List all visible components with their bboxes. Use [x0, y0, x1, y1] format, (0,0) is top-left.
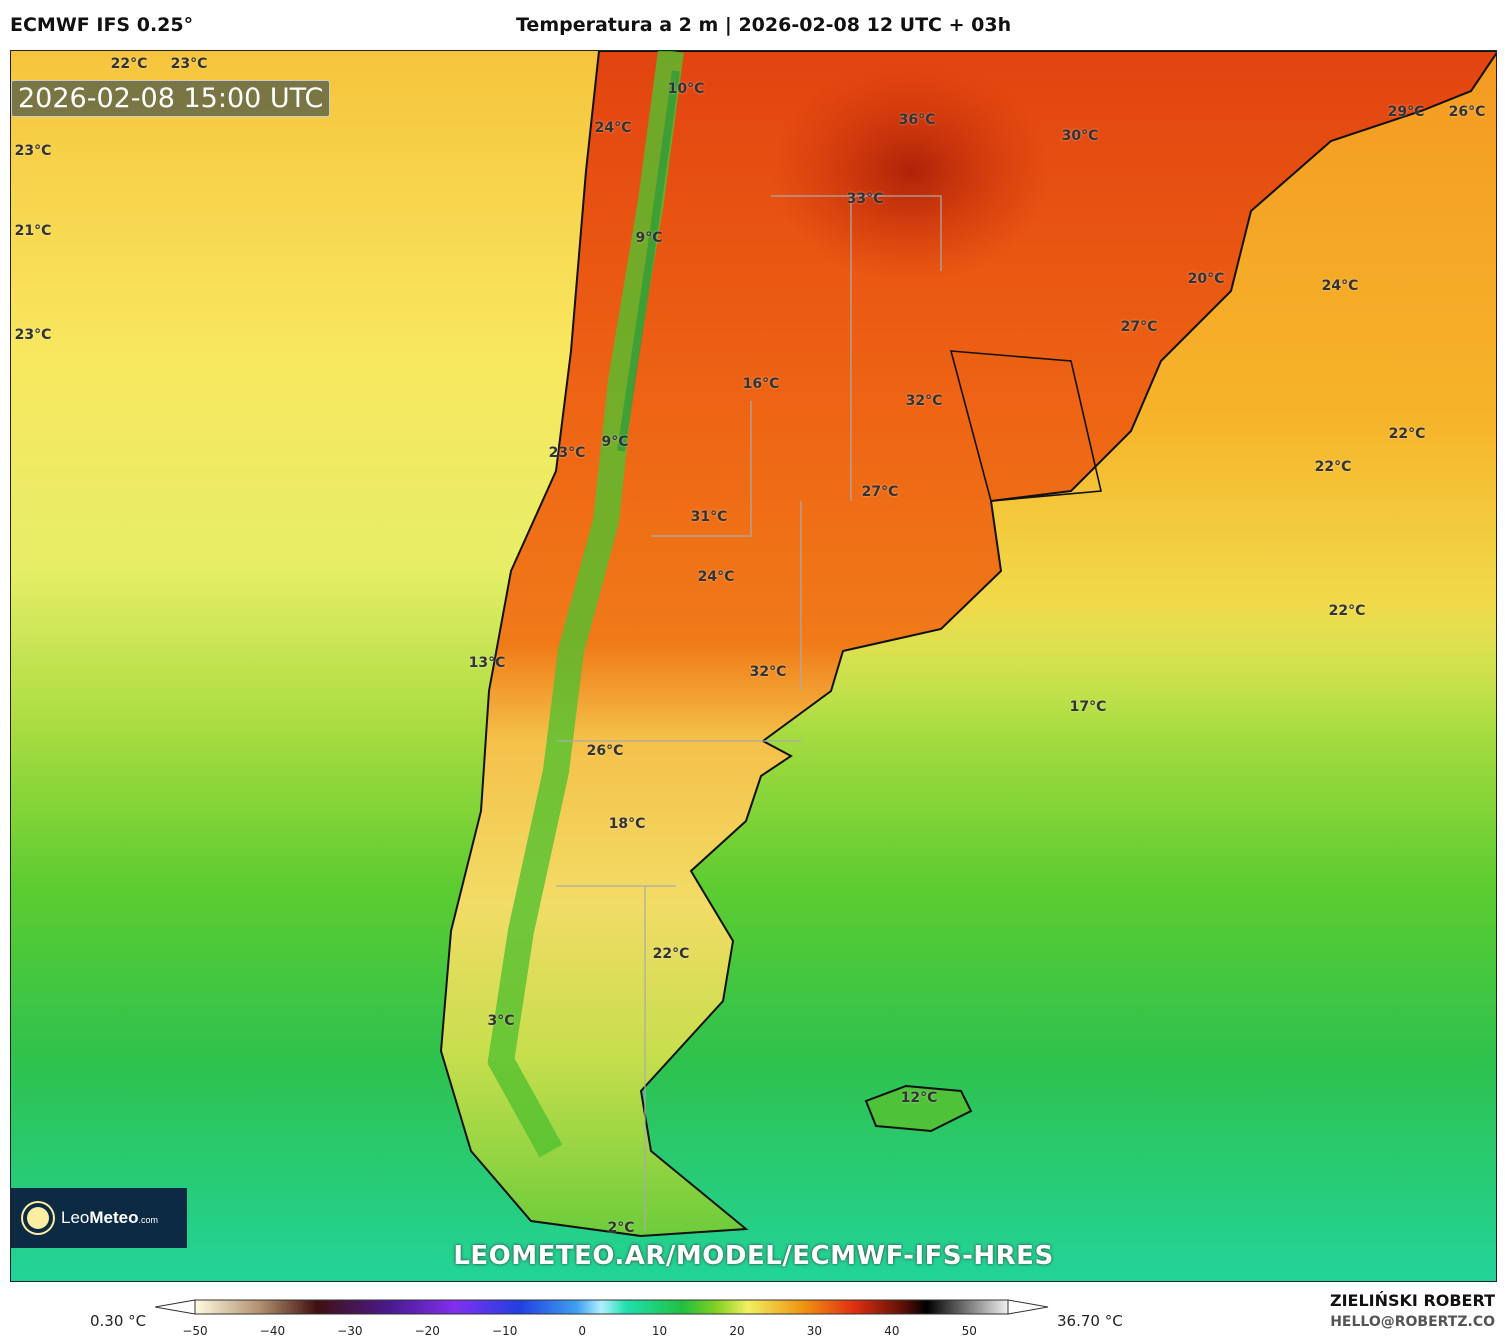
temperature-label: 27°C [861, 484, 899, 500]
temperature-label: 32°C [749, 664, 787, 680]
sun-icon [27, 1207, 49, 1229]
temperature-label: 22°C [1314, 459, 1352, 475]
temperature-label: 9°C [601, 434, 629, 450]
temperature-label: 13°C [468, 655, 506, 671]
temperature-label: 24°C [594, 120, 632, 136]
colorbar-tick: −20 [414, 1324, 440, 1338]
colorbar-tick: −50 [182, 1324, 208, 1338]
temperature-label: 29°C [1387, 104, 1425, 120]
temperature-label: 22°C [110, 56, 148, 72]
continent-landmass [439, 51, 1496, 1238]
colorbar-max-label: 36.70 °C [1057, 1312, 1123, 1330]
colorbar-min-label: 0.30 °C [90, 1312, 147, 1330]
temperature-label: 23°C [170, 56, 208, 72]
map-title: Temperatura a 2 m | 2026-02-08 12 UTC + … [516, 14, 1012, 36]
temperature-label: 33°C [846, 191, 884, 207]
temperature-label: 22°C [1388, 426, 1426, 442]
temperature-label: 21°C [14, 223, 52, 239]
colorbar-tick: 10 [651, 1324, 668, 1338]
temperature-label: 24°C [1321, 278, 1359, 294]
andes-cold-strip [487, 51, 684, 1158]
colorbar-tick: 50 [961, 1324, 977, 1338]
temperature-label: 3°C [487, 1013, 515, 1029]
valid-time-badge: 2026-02-08 15:00 UTC [11, 80, 331, 117]
temperature-label: 23°C [14, 327, 52, 343]
colorbar-tick: −30 [337, 1324, 363, 1338]
colorbar [155, 1299, 1049, 1315]
temperature-label: 23°C [548, 445, 586, 461]
logo-text: LeoMeteo.com [61, 1208, 159, 1227]
temperature-label: 17°C [1069, 699, 1107, 715]
temperature-label: 22°C [1328, 603, 1366, 619]
temperature-label: 31°C [690, 509, 728, 525]
colorbar-tick: −10 [492, 1324, 518, 1338]
temperature-label: 10°C [667, 81, 705, 97]
temperature-label: 18°C [608, 816, 646, 832]
colorbar-tick: −40 [259, 1324, 286, 1338]
temperature-label: 36°C [898, 112, 936, 128]
temperature-label: 30°C [1061, 128, 1099, 144]
province-borders [556, 195, 1102, 1231]
temperature-map[interactable]: 2026-02-08 15:00 UTC 22°C 23°C 10°C 24°C 36°… [10, 50, 1497, 1282]
temperature-label: 20°C [1187, 271, 1225, 287]
map-canvas [11, 51, 1496, 1281]
author-credit: ZIELIŃSKI ROBERT [1329, 1291, 1495, 1310]
falkland-islands [864, 1084, 973, 1133]
temperature-label: 9°C [635, 230, 663, 246]
temperature-label: 12°C [900, 1090, 938, 1106]
temperature-label: 16°C [742, 376, 780, 392]
temperature-label: 26°C [1448, 104, 1486, 120]
model-name: ECMWF IFS 0.25° [10, 14, 194, 36]
colorbar-tick: 0 [578, 1324, 586, 1338]
temperature-label: 32°C [905, 393, 943, 409]
temperature-label: 2°C [607, 1220, 635, 1236]
temperature-label: 22°C [652, 946, 690, 962]
temperature-label: 24°C [697, 569, 735, 585]
temperature-label: 23°C [14, 143, 52, 159]
temperature-label: 26°C [586, 743, 624, 759]
model-url: LEOMETEO.AR/MODEL/ECMWF-IFS-HRES [453, 1241, 1054, 1271]
author-email[interactable]: HELLO@ROBERTZ.CO [1330, 1314, 1495, 1330]
colorbar-tick: 30 [806, 1324, 823, 1338]
colorbar-tick: 40 [884, 1324, 900, 1338]
colorbar-tick: 20 [729, 1324, 745, 1338]
temperature-label: 27°C [1120, 319, 1158, 335]
leometeo-logo[interactable]: LeoMeteo.com [11, 1188, 187, 1248]
